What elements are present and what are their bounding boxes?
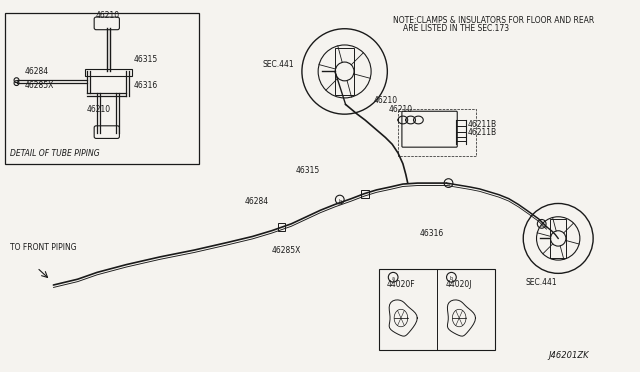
Text: 46284: 46284 [244,198,269,206]
Text: 46211B: 46211B [468,120,497,129]
Text: 46285X: 46285X [24,81,54,90]
Bar [361,190,369,198]
Text: 46210: 46210 [374,96,398,105]
Text: c: c [540,223,543,228]
Bar [85,68,132,76]
FancyBboxPatch shape [94,126,120,138]
Text: NOTE:CLAMPS & INSULATORS FOR FLOOR AND REAR: NOTE:CLAMPS & INSULATORS FOR FLOOR AND R… [393,16,595,25]
Text: DETAIL OF TUBE PIPING: DETAIL OF TUBE PIPING [10,149,99,158]
Text: 46210: 46210 [87,105,111,114]
Bar [335,48,354,95]
Text: a: a [392,276,395,281]
Text: 46316: 46316 [134,81,158,90]
Text: 44020J: 44020J [446,280,472,289]
Text: 46316: 46316 [419,230,444,238]
Text: a: a [447,182,450,187]
Text: SEC.441: SEC.441 [525,278,557,287]
Text: TO FRONT PIPING: TO FRONT PIPING [10,243,76,252]
Text: 46211B: 46211B [468,128,497,137]
Bar [278,223,285,231]
Text: 46315: 46315 [296,166,321,175]
Text: 46285X: 46285X [272,246,301,255]
Bar [5,13,199,164]
Text: SEC.441: SEC.441 [262,60,294,68]
Text: 46284: 46284 [24,67,49,76]
FancyBboxPatch shape [402,111,457,147]
Text: 46210: 46210 [388,105,412,114]
Text: b: b [450,276,453,281]
Text: J46201ZK: J46201ZK [548,351,589,360]
Text: 46315: 46315 [134,55,158,64]
Text: ARE LISTED IN THE SEC.173: ARE LISTED IN THE SEC.173 [403,24,509,33]
Bar [379,269,495,350]
Bar [550,219,566,258]
FancyBboxPatch shape [94,17,120,30]
Text: 44020F: 44020F [387,280,415,289]
Text: b: b [338,199,341,203]
Text: 46210: 46210 [96,11,120,20]
